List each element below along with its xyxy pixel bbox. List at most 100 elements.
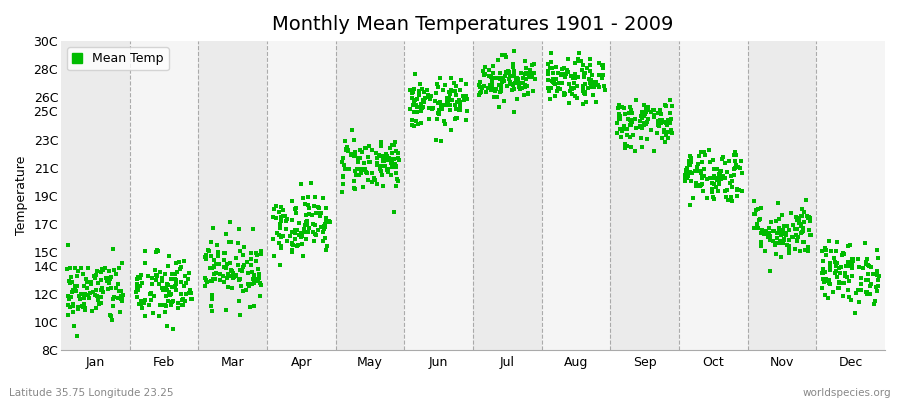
Point <box>349 166 364 172</box>
Point <box>582 80 597 87</box>
Point <box>724 173 738 179</box>
Point <box>361 176 375 183</box>
Point <box>168 286 183 293</box>
Point <box>77 301 92 307</box>
Point <box>355 149 369 156</box>
Point <box>200 279 214 285</box>
Point <box>654 111 669 118</box>
Point <box>589 78 603 85</box>
Point <box>636 102 651 108</box>
Point <box>80 285 94 292</box>
Point <box>710 177 724 183</box>
Point <box>422 94 436 100</box>
Point <box>319 205 333 212</box>
Point <box>646 148 661 154</box>
Bar <box>473 41 542 350</box>
Point <box>298 201 312 208</box>
Point <box>692 153 706 160</box>
Point <box>678 172 692 178</box>
Point <box>241 280 256 287</box>
Point <box>762 231 777 237</box>
Point <box>509 75 524 81</box>
Point <box>442 95 456 101</box>
Point <box>734 158 748 164</box>
Point <box>754 238 769 245</box>
Point <box>870 272 885 278</box>
Point <box>302 225 316 231</box>
Point <box>706 173 721 179</box>
Point <box>95 266 110 272</box>
Point <box>319 247 333 254</box>
Point <box>204 308 219 314</box>
Point <box>227 272 241 278</box>
Point <box>770 230 784 236</box>
Point <box>275 213 290 220</box>
Point <box>508 75 523 82</box>
Point <box>206 276 220 282</box>
Point <box>340 147 355 153</box>
Point <box>70 282 85 289</box>
Point <box>132 301 147 307</box>
Point <box>493 89 508 96</box>
Point <box>178 280 193 287</box>
Point <box>517 80 531 86</box>
Point <box>616 128 630 134</box>
Point <box>800 244 814 250</box>
Point <box>72 296 86 302</box>
Point <box>130 274 145 280</box>
Point <box>646 106 661 113</box>
Point <box>707 166 722 172</box>
Point <box>317 223 331 229</box>
Point <box>453 87 467 94</box>
Point <box>335 159 349 165</box>
Point <box>761 230 776 237</box>
Point <box>573 58 588 64</box>
Point <box>440 96 454 102</box>
Point <box>528 76 543 82</box>
Point <box>577 74 591 80</box>
Point <box>391 150 405 156</box>
Point <box>849 290 863 296</box>
Point <box>685 170 699 176</box>
Point <box>376 158 391 164</box>
Point <box>231 277 246 283</box>
Point <box>220 271 235 277</box>
Point <box>817 279 832 286</box>
Point <box>773 240 788 246</box>
Point <box>774 212 788 218</box>
Point <box>619 143 634 149</box>
Point <box>651 122 665 128</box>
Point <box>133 275 148 282</box>
Point <box>472 82 486 88</box>
Point <box>384 160 399 166</box>
Point <box>837 251 851 257</box>
Point <box>94 286 108 293</box>
Point <box>549 76 563 82</box>
Point <box>678 178 692 184</box>
Point <box>747 198 761 204</box>
Point <box>198 282 212 289</box>
Point <box>225 285 239 291</box>
Point <box>860 276 874 283</box>
Point <box>68 322 82 329</box>
Point <box>836 250 850 256</box>
Point <box>107 294 122 301</box>
Point <box>166 298 180 304</box>
Point <box>374 166 388 172</box>
Point <box>725 198 740 204</box>
Point <box>707 180 722 187</box>
Point <box>561 56 575 62</box>
Point <box>494 82 508 89</box>
Point <box>89 305 104 311</box>
Point <box>112 265 126 271</box>
Point <box>449 92 464 98</box>
Point <box>498 72 512 79</box>
Bar <box>130 41 198 350</box>
Point <box>436 86 451 93</box>
Point <box>796 208 811 215</box>
Point <box>526 88 541 94</box>
Point <box>831 285 845 292</box>
Point <box>544 78 559 84</box>
Point <box>149 272 164 278</box>
Point <box>435 102 449 108</box>
